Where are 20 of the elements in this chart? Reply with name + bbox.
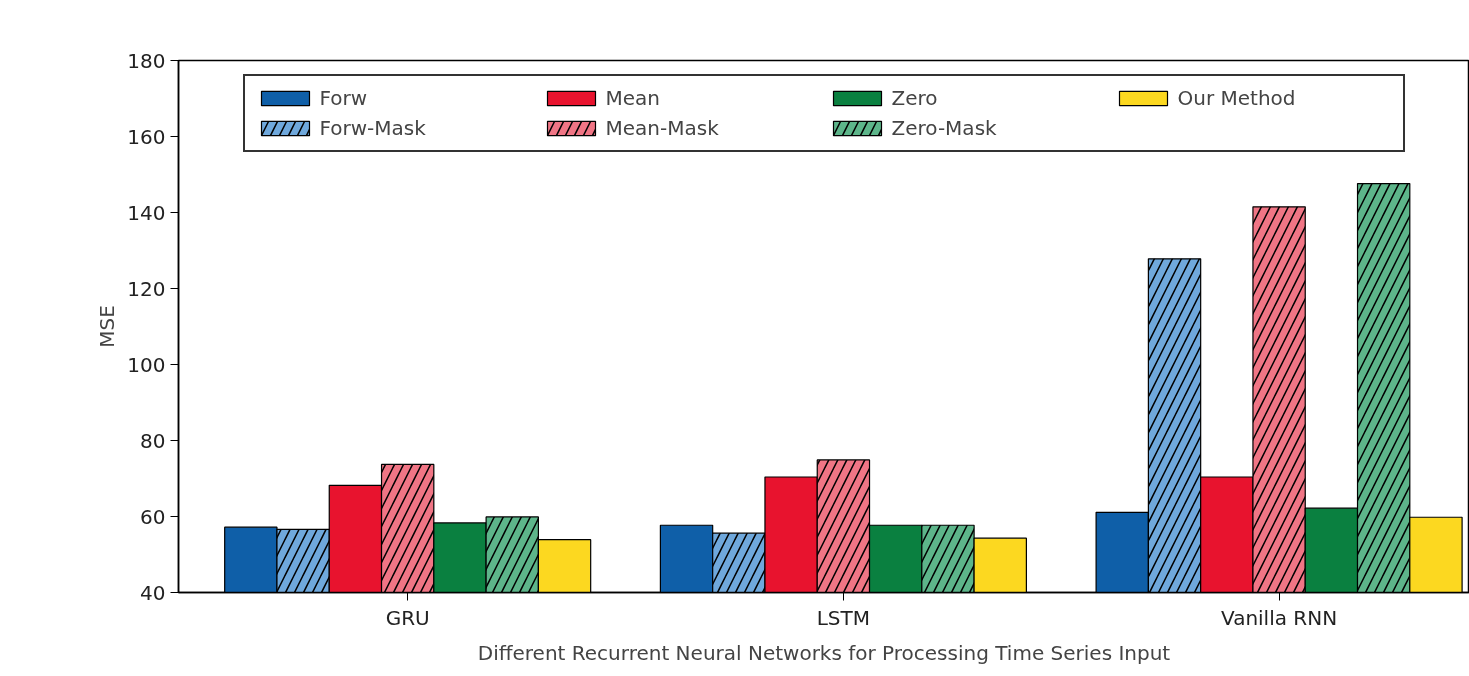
y-axis-title: MSE: [95, 305, 120, 348]
y-tick-label: 180: [127, 48, 166, 73]
y-tick-label: 40: [140, 580, 166, 605]
x-tick-label: Vanilla RNN: [1221, 605, 1338, 630]
x-tick-label: LSTM: [816, 605, 871, 630]
legend-label: Mean: [605, 86, 661, 110]
x-tick-label: GRU: [385, 605, 430, 630]
y-tick-label: 100: [127, 352, 166, 377]
x-axis-title: Different Recurrent Neural Networks for Processing Time Series Input: [477, 640, 1171, 665]
legend-label: Forw: [319, 86, 369, 110]
y-tick-label: 120: [127, 276, 166, 301]
legend-label: Zero-Mask: [891, 116, 998, 140]
legend-label: Zero: [891, 86, 939, 110]
legend-label: Our Method: [1177, 86, 1297, 110]
legend-label: Mean-Mask: [605, 116, 720, 140]
legend-label: Forw-Mask: [319, 116, 427, 140]
y-tick-label: 80: [140, 428, 166, 453]
y-tick-label: 60: [140, 504, 166, 529]
y-tick-label: 160: [127, 124, 166, 149]
y-tick-label: 140: [127, 200, 166, 225]
